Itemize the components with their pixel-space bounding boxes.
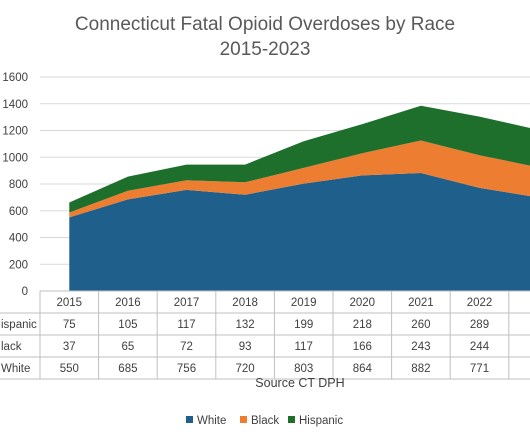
- y-tick-label: 800: [9, 179, 28, 191]
- area-series-hispanic: [69, 105, 530, 213]
- area-series-white: [69, 173, 530, 291]
- y-tick-label: 0: [22, 286, 28, 298]
- x-tick-label: 2022: [467, 297, 493, 309]
- y-tick-label: 600: [9, 206, 28, 218]
- table-cell: 550: [60, 363, 79, 375]
- table-cell: 117: [295, 341, 313, 353]
- legend-swatch-hispanic: [288, 416, 295, 423]
- table-cell: 244: [470, 341, 490, 353]
- table-cell: 117: [177, 319, 195, 331]
- legend-label-hispanic: Hispanic: [299, 415, 343, 427]
- table-cell: 803: [294, 363, 313, 375]
- table-row-label-white: White: [1, 363, 30, 375]
- y-tick-label: 400: [9, 233, 28, 245]
- legend-label-black: Black: [251, 415, 279, 427]
- x-tick-label: 2021: [408, 297, 434, 309]
- y-tick-label: 1200: [2, 126, 28, 138]
- table-cell: 75: [63, 319, 76, 331]
- y-tick-label: 200: [9, 259, 28, 271]
- table-cell: 72: [180, 341, 193, 353]
- table-row-label-hispanic: ispanic: [1, 319, 37, 331]
- y-tick-label: 1600: [2, 72, 28, 84]
- x-tick-label: 2018: [232, 297, 258, 309]
- table-cell: 864: [353, 363, 373, 375]
- legend-swatch-white: [186, 416, 193, 423]
- table-row-label-black: lack: [1, 341, 22, 353]
- x-tick-label: 2016: [115, 297, 141, 309]
- table-cell: 771: [470, 363, 489, 375]
- table-cell: 37: [63, 341, 76, 353]
- area-series-black: [69, 140, 530, 218]
- table-cell: 260: [411, 319, 430, 331]
- table-cell: 756: [177, 363, 196, 375]
- table-cell: 289: [470, 319, 489, 331]
- table-cell: 720: [236, 363, 255, 375]
- table-cell: 218: [353, 319, 372, 331]
- chart-title: Connecticut Fatal Opioid Overdoses by Ra…: [75, 14, 455, 35]
- table-cell: 243: [411, 341, 430, 353]
- chart-subtitle: 2015-2023: [220, 39, 311, 60]
- legend-swatch-black: [240, 416, 247, 423]
- table-cell: 105: [118, 319, 137, 331]
- table-cell: 65: [122, 341, 135, 353]
- y-tick-label: 1000: [2, 152, 28, 164]
- x-tick-label: 2017: [174, 297, 200, 309]
- table-cell: 132: [236, 319, 255, 331]
- table-cell: 93: [239, 341, 252, 353]
- x-tick-label: 2015: [57, 297, 83, 309]
- table-cell: 882: [411, 363, 430, 375]
- table-cell: 166: [353, 341, 372, 353]
- y-tick-label: 1400: [2, 99, 28, 111]
- x-tick-label: 2019: [291, 297, 317, 309]
- legend-label-white: White: [197, 415, 226, 427]
- table-cell: 199: [294, 319, 313, 331]
- table-cell: 685: [118, 363, 137, 375]
- x-tick-label: 2020: [350, 297, 376, 309]
- source-note: Source CT DPH: [255, 376, 344, 390]
